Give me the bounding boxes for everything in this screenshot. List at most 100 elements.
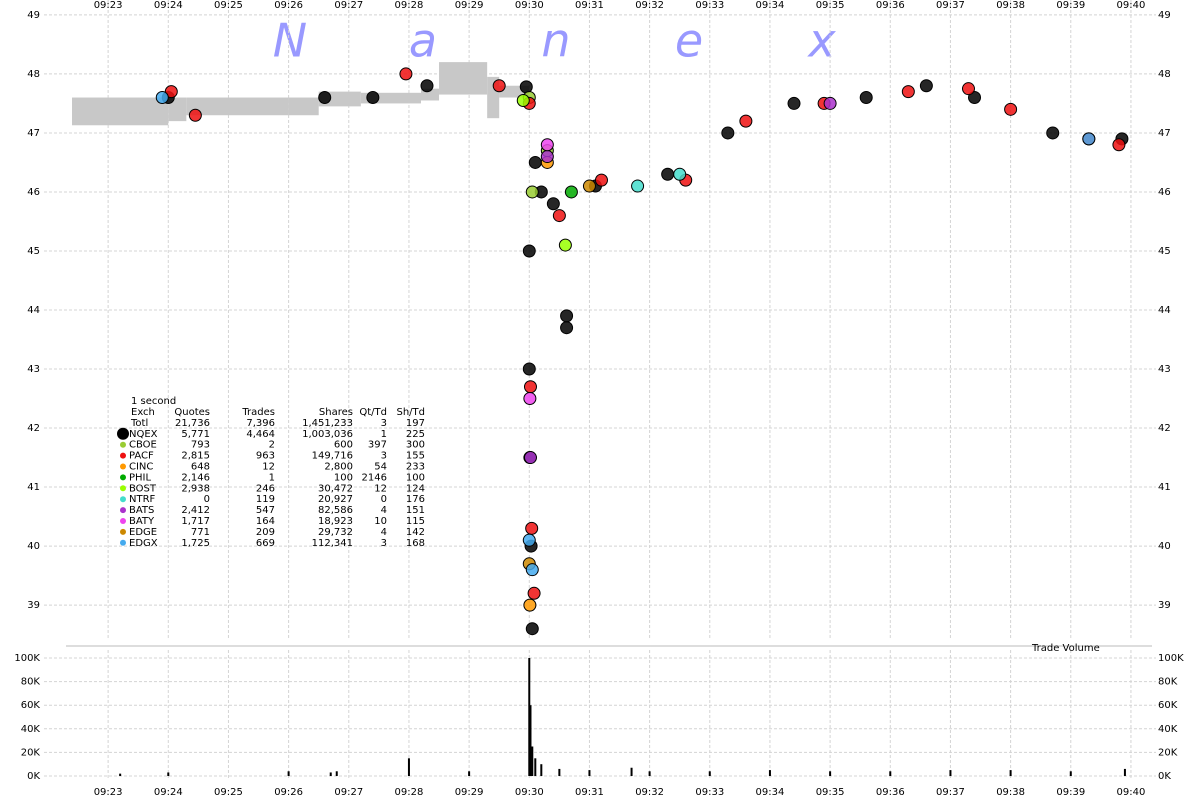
- legend-marker: [120, 474, 126, 481]
- trade-point: [540, 150, 554, 164]
- trade-point: [546, 197, 560, 211]
- y-tick-label: 49: [27, 10, 40, 21]
- y-tick-label: 45: [27, 246, 40, 257]
- legend-marker: [117, 427, 129, 440]
- legend-cell: 151: [406, 505, 425, 516]
- annotation: Trade Volume: [1031, 643, 1100, 654]
- legend-cell: 1,725: [181, 538, 210, 549]
- legend-cell: 4,464: [246, 429, 275, 440]
- x-tick-label: 09:30: [515, 0, 544, 11]
- trade-point: [164, 85, 178, 99]
- trade-point: [1082, 132, 1096, 146]
- trade-point: [519, 80, 533, 94]
- y-tick-label: 60K: [21, 700, 41, 711]
- legend-cell: 771: [191, 527, 210, 538]
- legend-exchange: NQEX: [129, 429, 158, 440]
- legend-cell: 2: [269, 440, 275, 451]
- volume-bar: [468, 771, 471, 776]
- legend-cell: 29,732: [318, 527, 353, 538]
- legend-exchange: EDGX: [129, 538, 158, 549]
- trade-point: [525, 563, 539, 577]
- legend-cell: 100: [406, 472, 425, 483]
- legend-cell: 155: [406, 451, 425, 462]
- y-tick-label-right: 47: [1158, 128, 1171, 139]
- x-tick-label: 09:31: [575, 0, 604, 11]
- y-tick-label-right: 45: [1158, 246, 1171, 257]
- x-tick-label: 09:38: [996, 0, 1025, 11]
- volume-bar: [529, 705, 532, 776]
- volume-bar: [588, 770, 591, 776]
- legend-cell: 4: [381, 527, 387, 538]
- legend-cell: 793: [191, 440, 210, 451]
- trade-point: [673, 167, 687, 181]
- trade-point: [968, 91, 982, 105]
- legend-cell: 12: [374, 483, 387, 494]
- trade-point: [721, 126, 735, 140]
- volume-bar: [768, 770, 771, 776]
- y-tick-label-right: 40K: [1158, 724, 1178, 735]
- watermark-letter: N: [273, 14, 307, 68]
- y-tick-label-right: 46: [1158, 187, 1171, 198]
- trade-point: [522, 533, 536, 547]
- legend-cell: 4: [381, 505, 387, 516]
- y-tick-label: 47: [27, 128, 40, 139]
- x-tick-label: 09:40: [1117, 0, 1146, 11]
- legend-cell: 149,716: [312, 451, 353, 462]
- trade-point: [1004, 102, 1018, 116]
- legend-cell: 82,586: [318, 505, 353, 516]
- x-tick-label: 09:40: [1117, 787, 1146, 798]
- legend-cell: 10: [374, 516, 387, 527]
- legend-cell: 2,412: [181, 505, 210, 516]
- trade-point: [961, 82, 975, 96]
- legend-exchange: PACF: [129, 451, 154, 462]
- x-tick-label: 09:32: [635, 787, 664, 798]
- legend-cell: 648: [191, 462, 210, 473]
- legend-cell: 30,472: [318, 483, 353, 494]
- legend-marker: [120, 496, 126, 503]
- volume-bar: [1069, 771, 1072, 776]
- legend-column-header: Exch: [131, 407, 155, 418]
- volume-bar: [167, 772, 170, 776]
- legend-column-header: Trades: [241, 407, 275, 418]
- y-tick-label-right: 44: [1158, 305, 1171, 316]
- volume-bar: [534, 758, 537, 776]
- y-tick-label: 48: [27, 69, 40, 80]
- x-tick-label: 09:30: [515, 787, 544, 798]
- legend-cell: 18,923: [318, 516, 353, 527]
- legend-marker: [120, 518, 126, 524]
- legend-cell: 54: [374, 462, 387, 473]
- legend-total-cell: Totl: [130, 418, 148, 429]
- y-tick-label: 43: [27, 364, 40, 375]
- y-tick-label: 40K: [21, 724, 41, 735]
- legend-cell: 397: [368, 440, 387, 451]
- volume-bar: [648, 771, 651, 776]
- trade-point: [859, 91, 873, 105]
- legend-cell: 12: [262, 462, 275, 473]
- watermark-letter: x: [806, 14, 836, 68]
- trade-point: [560, 321, 574, 335]
- x-tick-label: 09:36: [876, 787, 905, 798]
- y-tick-label-right: 43: [1158, 364, 1171, 375]
- quote-spread: [420, 88, 440, 101]
- trade-point: [516, 93, 530, 107]
- legend-column-header: Qt/Td: [359, 407, 387, 418]
- legend-cell: 1,003,036: [302, 429, 353, 440]
- legend-cell: 119: [256, 494, 275, 505]
- trade-point: [420, 79, 434, 93]
- x-tick-label: 09:27: [334, 787, 363, 798]
- legend-total-cell: 3: [381, 418, 387, 429]
- x-tick-label: 09:34: [756, 0, 785, 11]
- trade-point: [522, 244, 536, 258]
- legend-cell: 963: [256, 451, 275, 462]
- trade-point: [528, 155, 542, 169]
- volume-bar: [829, 771, 832, 776]
- y-tick-label: 46: [27, 187, 40, 198]
- legend-marker: [120, 463, 126, 470]
- x-tick-label: 09:28: [395, 0, 424, 11]
- watermark-letter: e: [675, 14, 703, 68]
- y-tick-label: 44: [27, 305, 40, 316]
- legend-cell: 164: [256, 516, 275, 527]
- legend-interval: 1 second: [131, 396, 176, 407]
- legend-cell: 246: [256, 483, 275, 494]
